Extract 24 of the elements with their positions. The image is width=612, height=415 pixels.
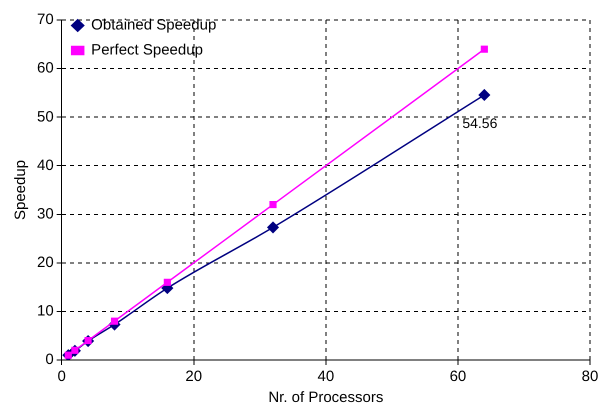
y-axis-title: Speedup (12, 160, 30, 220)
point (110, 318, 118, 325)
y-tick-label: 0 (45, 351, 54, 368)
point (164, 278, 171, 286)
x-tick-label: 20 (185, 368, 202, 386)
point (269, 200, 277, 208)
annotation: 54.56 (462, 114, 498, 131)
x-tick-label: 0 (58, 368, 66, 386)
y-tick-label: 70 (36, 11, 54, 28)
point (267, 222, 279, 234)
x-tick-label: 40 (318, 368, 334, 386)
x-tick-label: 80 (582, 368, 598, 386)
x-tick-label: 60 (450, 368, 466, 386)
y-tick-label: 60 (36, 60, 54, 77)
y-tick-label: 20 (36, 254, 54, 271)
point (478, 89, 490, 101)
legend-label: Obtained Speedup (91, 16, 216, 34)
y-tick-label: 30 (36, 205, 54, 222)
legend-label: Perfect Speedup (91, 42, 203, 59)
y-tick-label: 40 (36, 156, 54, 174)
y-tick-label: 50 (36, 108, 54, 126)
point (480, 46, 488, 53)
y-tick-label: 10 (36, 302, 54, 320)
x-axis-title: Nr. of Processors (268, 389, 384, 406)
